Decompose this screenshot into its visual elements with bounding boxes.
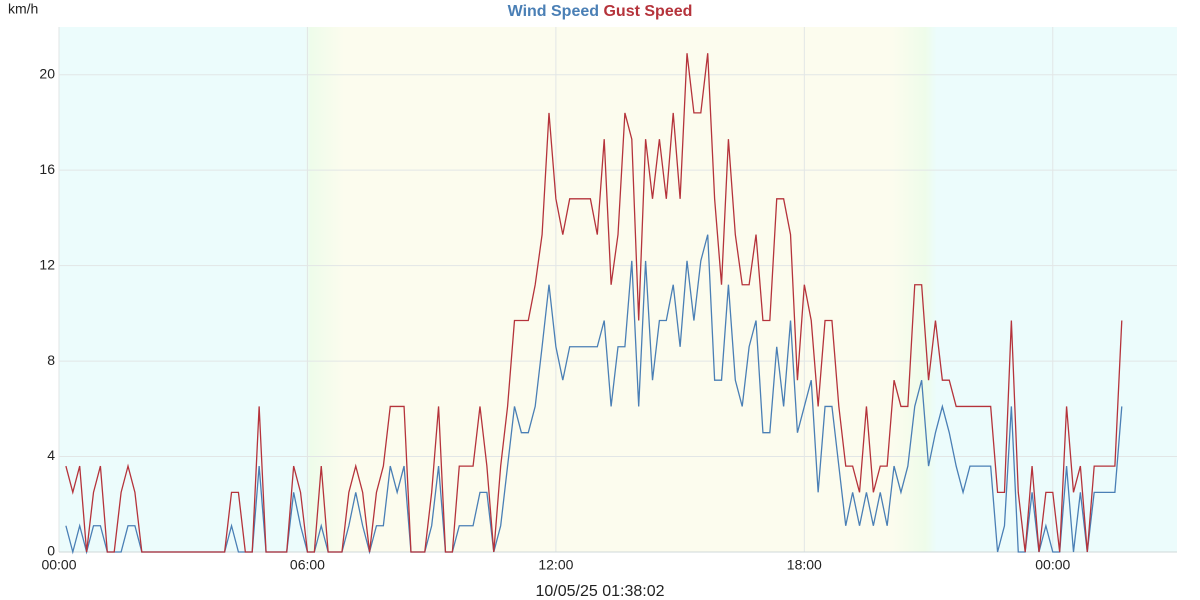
legend-entry: Wind Speed [508,3,599,20]
series-line [65,53,1123,553]
caption: 10/05/25 01:38:02 [535,583,664,600]
legend-entry: Gust Speed [603,3,692,20]
y-tick-label: 4 [47,447,55,463]
y-tick-label: 16 [39,161,55,177]
y-tick-label: 0 [47,543,55,559]
y-tick-label: 20 [39,65,55,81]
x-tick-label: 06:00 [290,557,325,573]
x-tick-label: 00:00 [41,557,76,573]
x-tick-label: 00:00 [1035,557,1070,573]
y-unit: km/h [8,1,38,17]
y-tick-label: 12 [39,256,55,272]
x-tick-label: 12:00 [538,557,573,573]
chart-title: Wind Speed Gust Speed [508,3,693,20]
y-tick-label: 8 [47,352,55,368]
x-tick-label: 18:00 [787,557,822,573]
plot-background [59,27,1177,552]
series-line [65,234,1123,555]
